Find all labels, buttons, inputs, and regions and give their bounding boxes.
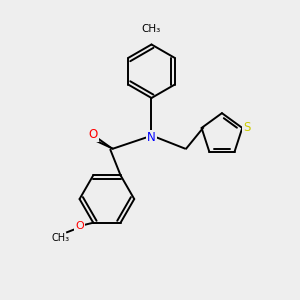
Text: O: O (76, 221, 84, 231)
Text: N: N (147, 131, 156, 144)
Text: S: S (243, 122, 250, 134)
Text: O: O (88, 128, 98, 141)
Text: CH₃: CH₃ (142, 24, 161, 34)
Text: CH₃: CH₃ (52, 233, 70, 243)
